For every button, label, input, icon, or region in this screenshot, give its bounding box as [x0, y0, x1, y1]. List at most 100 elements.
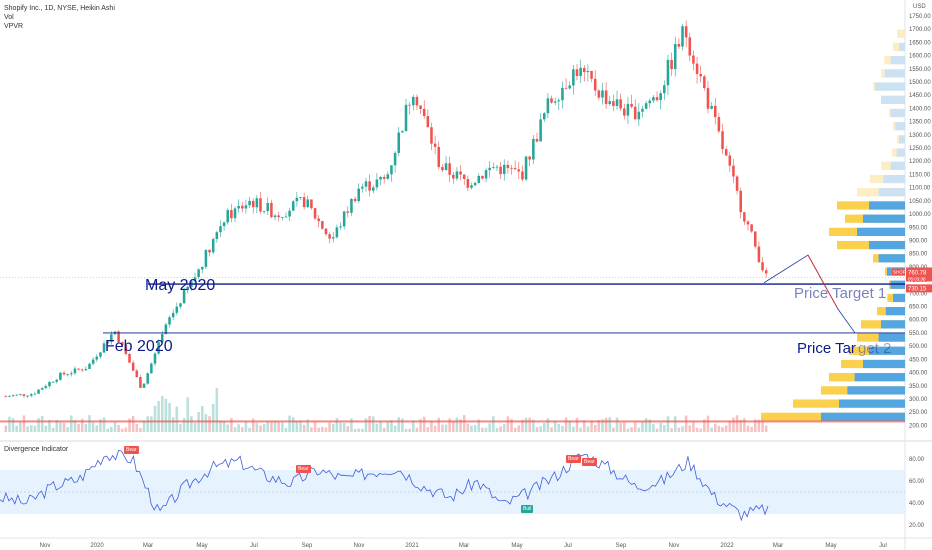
price-tick-label: 1400.00	[909, 106, 931, 112]
volume-bar	[695, 427, 699, 432]
volume-bar	[433, 425, 437, 432]
candle-body	[328, 234, 331, 239]
volume-bar	[517, 425, 521, 432]
volume-bar	[15, 425, 19, 432]
volume-profile-row-blue	[878, 188, 905, 197]
volume-bar	[542, 422, 546, 432]
price-tick-label: 900.00	[909, 238, 928, 244]
volume-bar	[37, 418, 40, 432]
volume-bar	[241, 427, 244, 432]
candle-body	[390, 165, 393, 175]
price-tick-label: 650.00	[909, 305, 928, 311]
volume-bar	[91, 422, 95, 432]
candle-body	[462, 174, 466, 180]
candle-body	[448, 163, 451, 175]
volume-profile-row-blue	[878, 254, 905, 263]
bear-badge: Bear	[124, 446, 139, 454]
candle-body	[648, 100, 652, 104]
volume-profile-row-blue	[839, 399, 905, 408]
candle-body	[677, 44, 681, 47]
volume-bar	[113, 422, 117, 432]
chart-header: Shopify Inc., 1D, NYSE, Heikin Ashi Vol …	[4, 4, 115, 31]
candle-body	[572, 69, 575, 86]
candle-body	[193, 277, 197, 282]
candle-body	[412, 96, 415, 106]
volume-bar	[262, 424, 266, 432]
candle-body	[452, 174, 455, 179]
candle-body	[513, 168, 517, 170]
candle-body	[575, 69, 579, 77]
price-target-2-label-b: get 2	[858, 340, 892, 357]
candle-body	[459, 171, 462, 175]
volume-bar	[157, 400, 160, 432]
volume-bar	[331, 423, 335, 432]
candle-body	[160, 334, 164, 343]
volume-bar	[222, 420, 226, 432]
volume-bar	[739, 419, 742, 432]
volume-bar	[455, 417, 459, 432]
candle-body	[40, 388, 44, 390]
volume-bar	[717, 425, 721, 432]
volume-bar	[459, 419, 462, 432]
candle-body	[542, 113, 546, 120]
candle-body	[524, 156, 528, 180]
volume-bar	[408, 428, 411, 432]
candle-body	[619, 99, 622, 109]
volume-bar	[419, 419, 422, 432]
volume-bar	[124, 427, 128, 432]
volume-bar	[426, 427, 430, 432]
candle-body	[473, 182, 477, 186]
volume-bar	[237, 424, 240, 432]
candle-body	[481, 175, 484, 179]
price-tick-label: 400.00	[909, 371, 928, 377]
price-tick-label: 350.00	[909, 384, 928, 390]
candle-body	[735, 176, 739, 191]
volume-profile-row-blue	[857, 227, 905, 237]
candle-body	[302, 197, 306, 208]
volume-bar	[248, 427, 251, 432]
candle-body	[663, 85, 666, 94]
candle-body	[652, 97, 655, 101]
candle-body	[62, 372, 66, 375]
price-tick-label: 1550.00	[909, 67, 931, 73]
volume-bar	[597, 420, 601, 432]
volume-bar	[579, 427, 582, 432]
candle-body	[623, 108, 626, 116]
volume-bar	[371, 416, 375, 432]
candle-body	[724, 149, 728, 156]
rsi-tick-label: 20.00	[909, 523, 925, 529]
volume-bar	[721, 427, 724, 432]
volume-bar	[66, 427, 69, 432]
candle-body	[331, 237, 335, 239]
candle-body	[532, 139, 535, 160]
price-tick-label: 1300.00	[909, 133, 931, 139]
volume-bar	[95, 425, 99, 432]
candle-body	[73, 368, 77, 374]
volume-bar	[550, 427, 553, 432]
volume-bar	[306, 419, 310, 432]
candle-body	[433, 143, 437, 147]
candle-body	[175, 306, 179, 313]
volume-bar	[55, 419, 59, 432]
candle-body	[608, 101, 612, 105]
price-projection-down	[807, 254, 839, 310]
volume-bar	[532, 419, 535, 432]
candle-body	[139, 377, 142, 388]
candle-body	[404, 104, 408, 132]
volume-profile-row-blue	[869, 201, 905, 210]
volume-bar	[713, 423, 717, 432]
volume-profile-row-blue	[884, 69, 905, 78]
volume-profile-row-blue	[899, 135, 905, 144]
price-tick-label: 300.00	[909, 397, 928, 403]
volume-bar	[630, 427, 633, 432]
volume-bar	[168, 402, 171, 432]
volume-bar	[757, 419, 761, 432]
candle-body	[164, 324, 168, 335]
candle-body	[659, 93, 662, 101]
volume-bar	[230, 417, 233, 432]
volume-bar	[761, 418, 764, 432]
volume-bar	[466, 423, 470, 432]
volume-bar	[146, 416, 149, 432]
volume-bar	[386, 421, 390, 432]
